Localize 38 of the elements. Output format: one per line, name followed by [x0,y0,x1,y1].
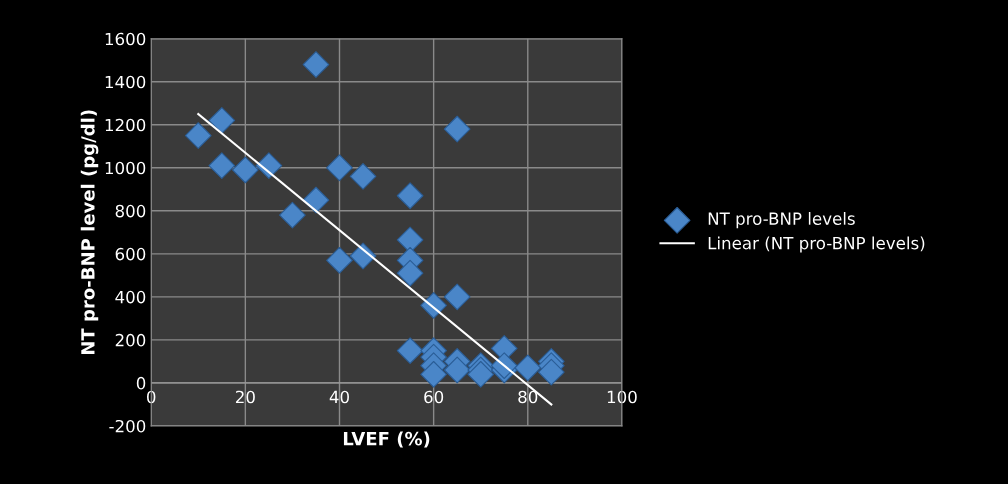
y-tick-label: -200 [109,419,146,433]
y-tick-label: 800 [115,204,146,218]
legend-label: Linear (NT pro-BNP levels) [708,236,925,253]
x-tick-label: 20 [235,390,255,404]
point [443,115,471,143]
y-tick-label: 1000 [105,161,146,175]
point [302,51,330,78]
point [396,182,424,210]
x-tick-label: 100 [607,390,637,404]
point [537,358,565,386]
point [420,360,448,388]
point [326,246,353,274]
x-tick-label: 60 [424,390,444,404]
point [326,154,353,182]
point [396,337,424,364]
point [184,122,212,149]
x-axis-title: LVEF (%) [343,431,430,448]
y-axis-title: NT pro-BNP level (pg/dl) [80,110,99,355]
y-tick-label: 1400 [105,75,146,89]
point [514,354,542,382]
point [443,283,471,311]
point [349,163,377,190]
point [443,356,471,384]
x-tick-label: 0 [147,390,156,404]
point [208,107,236,134]
x-tick-label: 40 [329,390,349,404]
y-tick-label: 1200 [105,118,146,132]
y-tick-label: 0 [136,376,146,390]
point [208,152,236,179]
point [396,259,424,287]
y-tick-label: 200 [115,333,146,347]
point [279,201,306,229]
x-tick-label: 80 [518,390,538,404]
point [231,156,259,184]
y-tick-label: 400 [115,290,146,304]
legend-label: NT pro-BNP levels [708,212,855,229]
y-tick-label: 600 [115,247,146,261]
y-tick-label: 1600 [105,32,146,46]
